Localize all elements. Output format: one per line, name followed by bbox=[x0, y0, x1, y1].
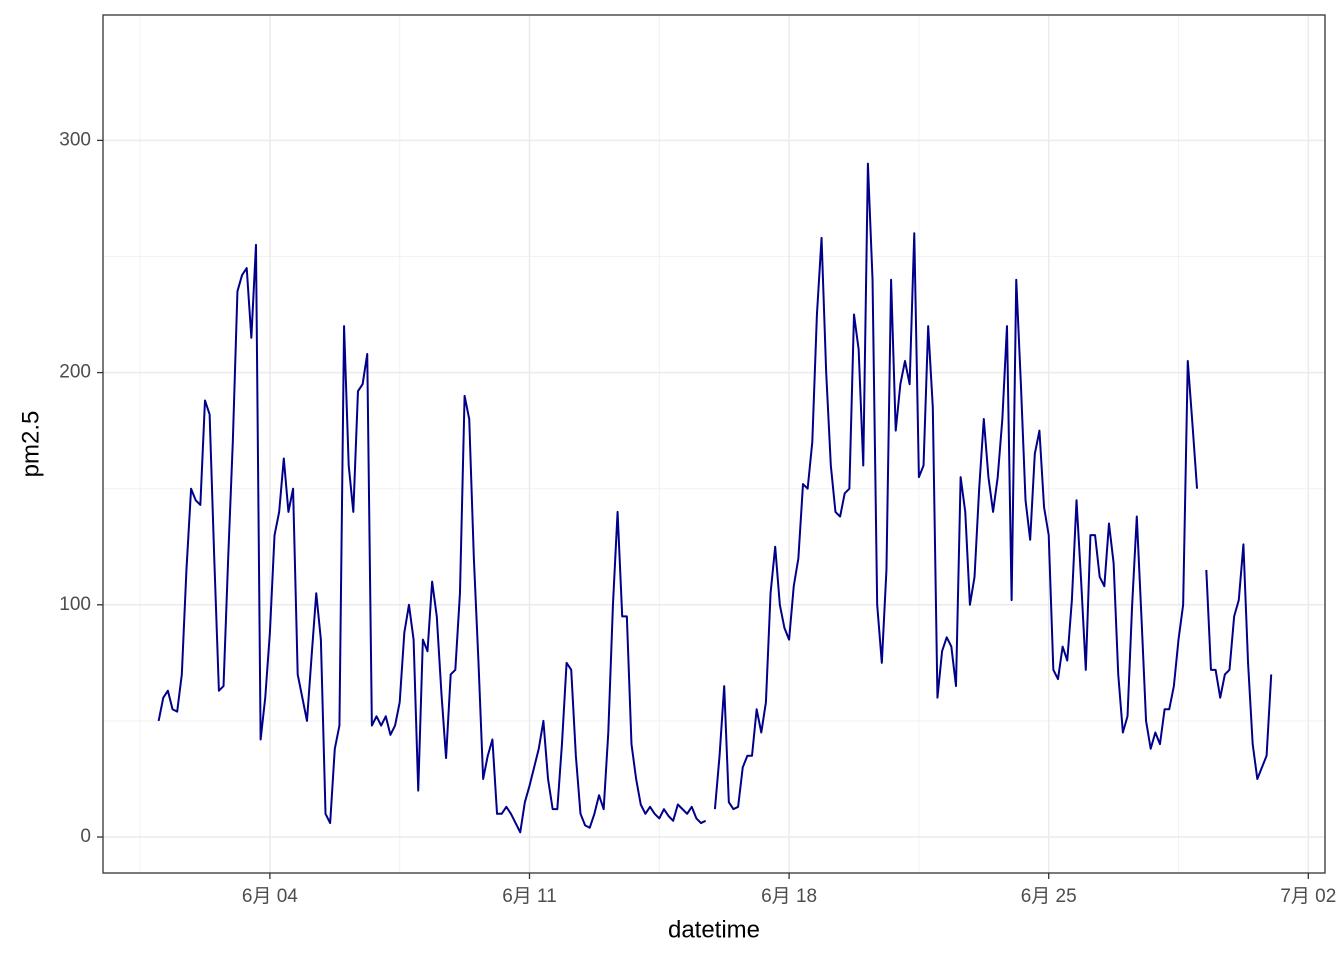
y-tick-label: 100 bbox=[59, 594, 91, 615]
grid bbox=[103, 15, 1325, 873]
data-line bbox=[157, 162, 1273, 834]
x-tick-label: 6月 11 bbox=[502, 886, 557, 907]
y-axis-title: pm2.5 bbox=[17, 411, 44, 478]
x-axis-title: datetime bbox=[668, 916, 760, 943]
panel-border bbox=[102, 14, 1326, 874]
x-tick-label: 6月 04 bbox=[242, 886, 298, 907]
x-tick-label: 6月 18 bbox=[761, 886, 817, 907]
x-tick-label: 6月 25 bbox=[1021, 886, 1077, 907]
y-tick-label: 200 bbox=[59, 362, 91, 383]
y-tick-label: 0 bbox=[80, 826, 91, 847]
marks bbox=[157, 162, 1273, 834]
y-tick-label: 300 bbox=[59, 129, 91, 150]
x-tick-label: 7月 02 bbox=[1280, 886, 1336, 907]
